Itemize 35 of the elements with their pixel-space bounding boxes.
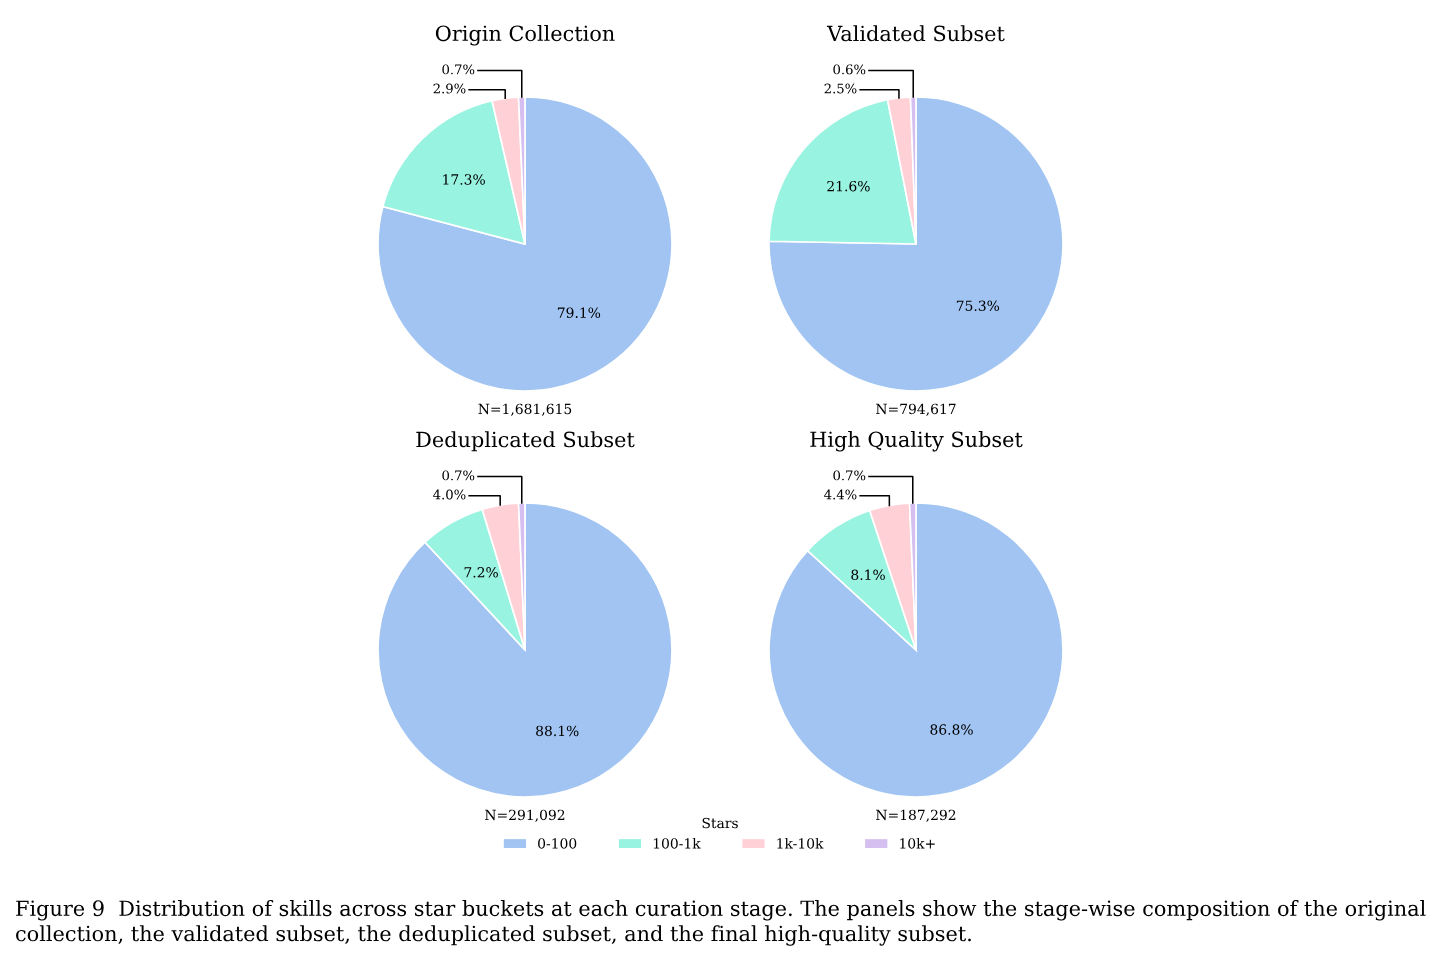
chart-title: Origin Collection [435, 25, 615, 46]
data-label: 0.7% [442, 64, 475, 75]
data-label: 79.1% [557, 307, 601, 318]
data-label: 7.2% [464, 567, 498, 578]
legend-label: 1k-10k [777, 837, 824, 849]
data-label: 8.1% [851, 569, 885, 581]
legend-title: Stars [702, 817, 738, 829]
legend-label: 10k+ [900, 837, 935, 849]
data-label: 75.3% [956, 300, 1000, 311]
pie-slice [768, 96, 1064, 392]
text: N=794,617 [876, 403, 956, 416]
data-label: 0.6% [833, 64, 866, 75]
chart-title: Deduplicated Subset [416, 431, 635, 452]
data-label: 2.5% [824, 83, 857, 94]
chart-title: Validated Subset [826, 25, 1005, 42]
chart-title: High Quality Subset [810, 431, 1023, 452]
pie-slice [382, 99, 526, 245]
data-label: 86.8% [930, 724, 973, 735]
data-label: 2.9% [433, 83, 466, 94]
pie-slice [377, 502, 673, 798]
data-label: 0.7% [833, 470, 866, 481]
data-label: 4.4% [824, 489, 857, 500]
text: N=187,292 [876, 809, 956, 822]
text: N=1,681,615 [478, 403, 572, 416]
data-label: 88.1% [536, 725, 579, 737]
text: N=291,092 [485, 809, 565, 822]
data-label: 4.0% [433, 489, 466, 500]
caption: Figure 9 Distribution of skills across star buckets at each curation stage. The panels show the stage-wise composition of the original collection, the validated subset, the deduplicated subset, and the final high-quality subset. [16, 900, 1426, 946]
data-label: 0.7% [442, 470, 475, 481]
legend-label: 100-1k [653, 837, 701, 849]
pie-slice [768, 502, 1064, 798]
pie-slice [377, 96, 673, 392]
legend-label: 0-100 [538, 838, 577, 849]
data-label: 21.6% [827, 180, 870, 192]
data-label: 17.3% [443, 174, 485, 185]
